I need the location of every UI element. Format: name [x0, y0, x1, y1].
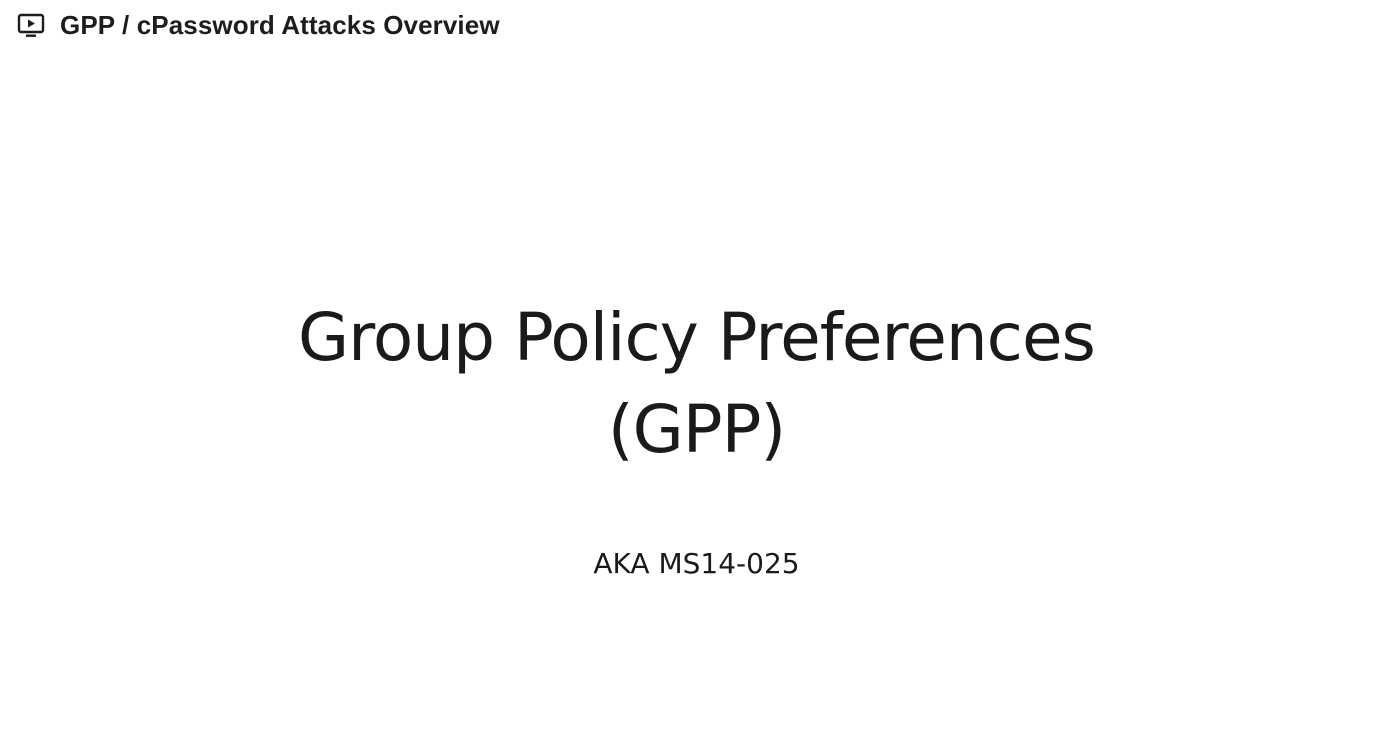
video-play-icon — [16, 10, 46, 40]
slide-title-line1: Group Policy Preferences — [298, 299, 1096, 376]
slide-title: Group Policy Preferences (GPP) — [0, 292, 1375, 476]
lecture-header: GPP / cPassword Attacks Overview — [16, 6, 500, 44]
slide-subtitle: AKA MS14-025 — [593, 547, 800, 580]
video-slide[interactable] — [0, 60, 1375, 742]
slide-title-line2: (GPP) — [607, 391, 786, 468]
lecture-title: GPP / cPassword Attacks Overview — [60, 9, 500, 40]
